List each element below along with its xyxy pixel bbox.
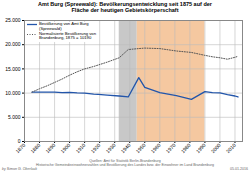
svg-text:1900: 1900 (59, 142, 71, 154)
svg-text:1980: 1980 (180, 142, 192, 154)
svg-text:0: 0 (17, 137, 21, 144)
html-text:Amt Burg (Spreewald): Bevölker: Amt Burg (Spreewald): Bevölkerungsentwic… (38, 1, 212, 14)
svg-text:1970: 1970 (165, 142, 177, 154)
svg-text:1990: 1990 (195, 142, 207, 154)
svg-text:15.000: 15.000 (5, 65, 21, 71)
html-text:Quellen: Amt für Statistik Ber: Quellen: Amt für Statistik Berlin-Brande… (36, 158, 214, 167)
svg-text:1960: 1960 (150, 142, 162, 154)
svg-text:1910: 1910 (74, 142, 86, 154)
svg-text:1930: 1930 (104, 142, 116, 154)
svg-text:1950: 1950 (135, 142, 147, 154)
html-text:by Simon G. Oberlack: by Simon G. Oberlack (2, 167, 38, 172)
svg-text:10.000: 10.000 (5, 89, 21, 95)
html-text:Bevölkerung von Amt Burg (Spre: Bevölkerung von Amt Burg (Spreewald) (39, 21, 89, 31)
svg-text:1880: 1880 (29, 142, 41, 154)
svg-text:2000: 2000 (210, 142, 222, 154)
svg-text:1940: 1940 (119, 142, 131, 154)
svg-text:1920: 1920 (89, 142, 101, 154)
svg-text:2010: 2010 (225, 142, 237, 154)
html-text:05.01.2016: 05.01.2016 (230, 167, 248, 172)
svg-text:5.000: 5.000 (8, 114, 21, 120)
svg-text:25.000: 25.000 (5, 17, 21, 23)
svg-text:20.000: 20.000 (5, 41, 21, 47)
svg-text:1870: 1870 (14, 142, 26, 154)
html-text:Normalisierte Bevölkerung von: Normalisierte Bevölkerung von Brandenbur… (39, 30, 96, 41)
svg-text:1890: 1890 (44, 142, 56, 154)
